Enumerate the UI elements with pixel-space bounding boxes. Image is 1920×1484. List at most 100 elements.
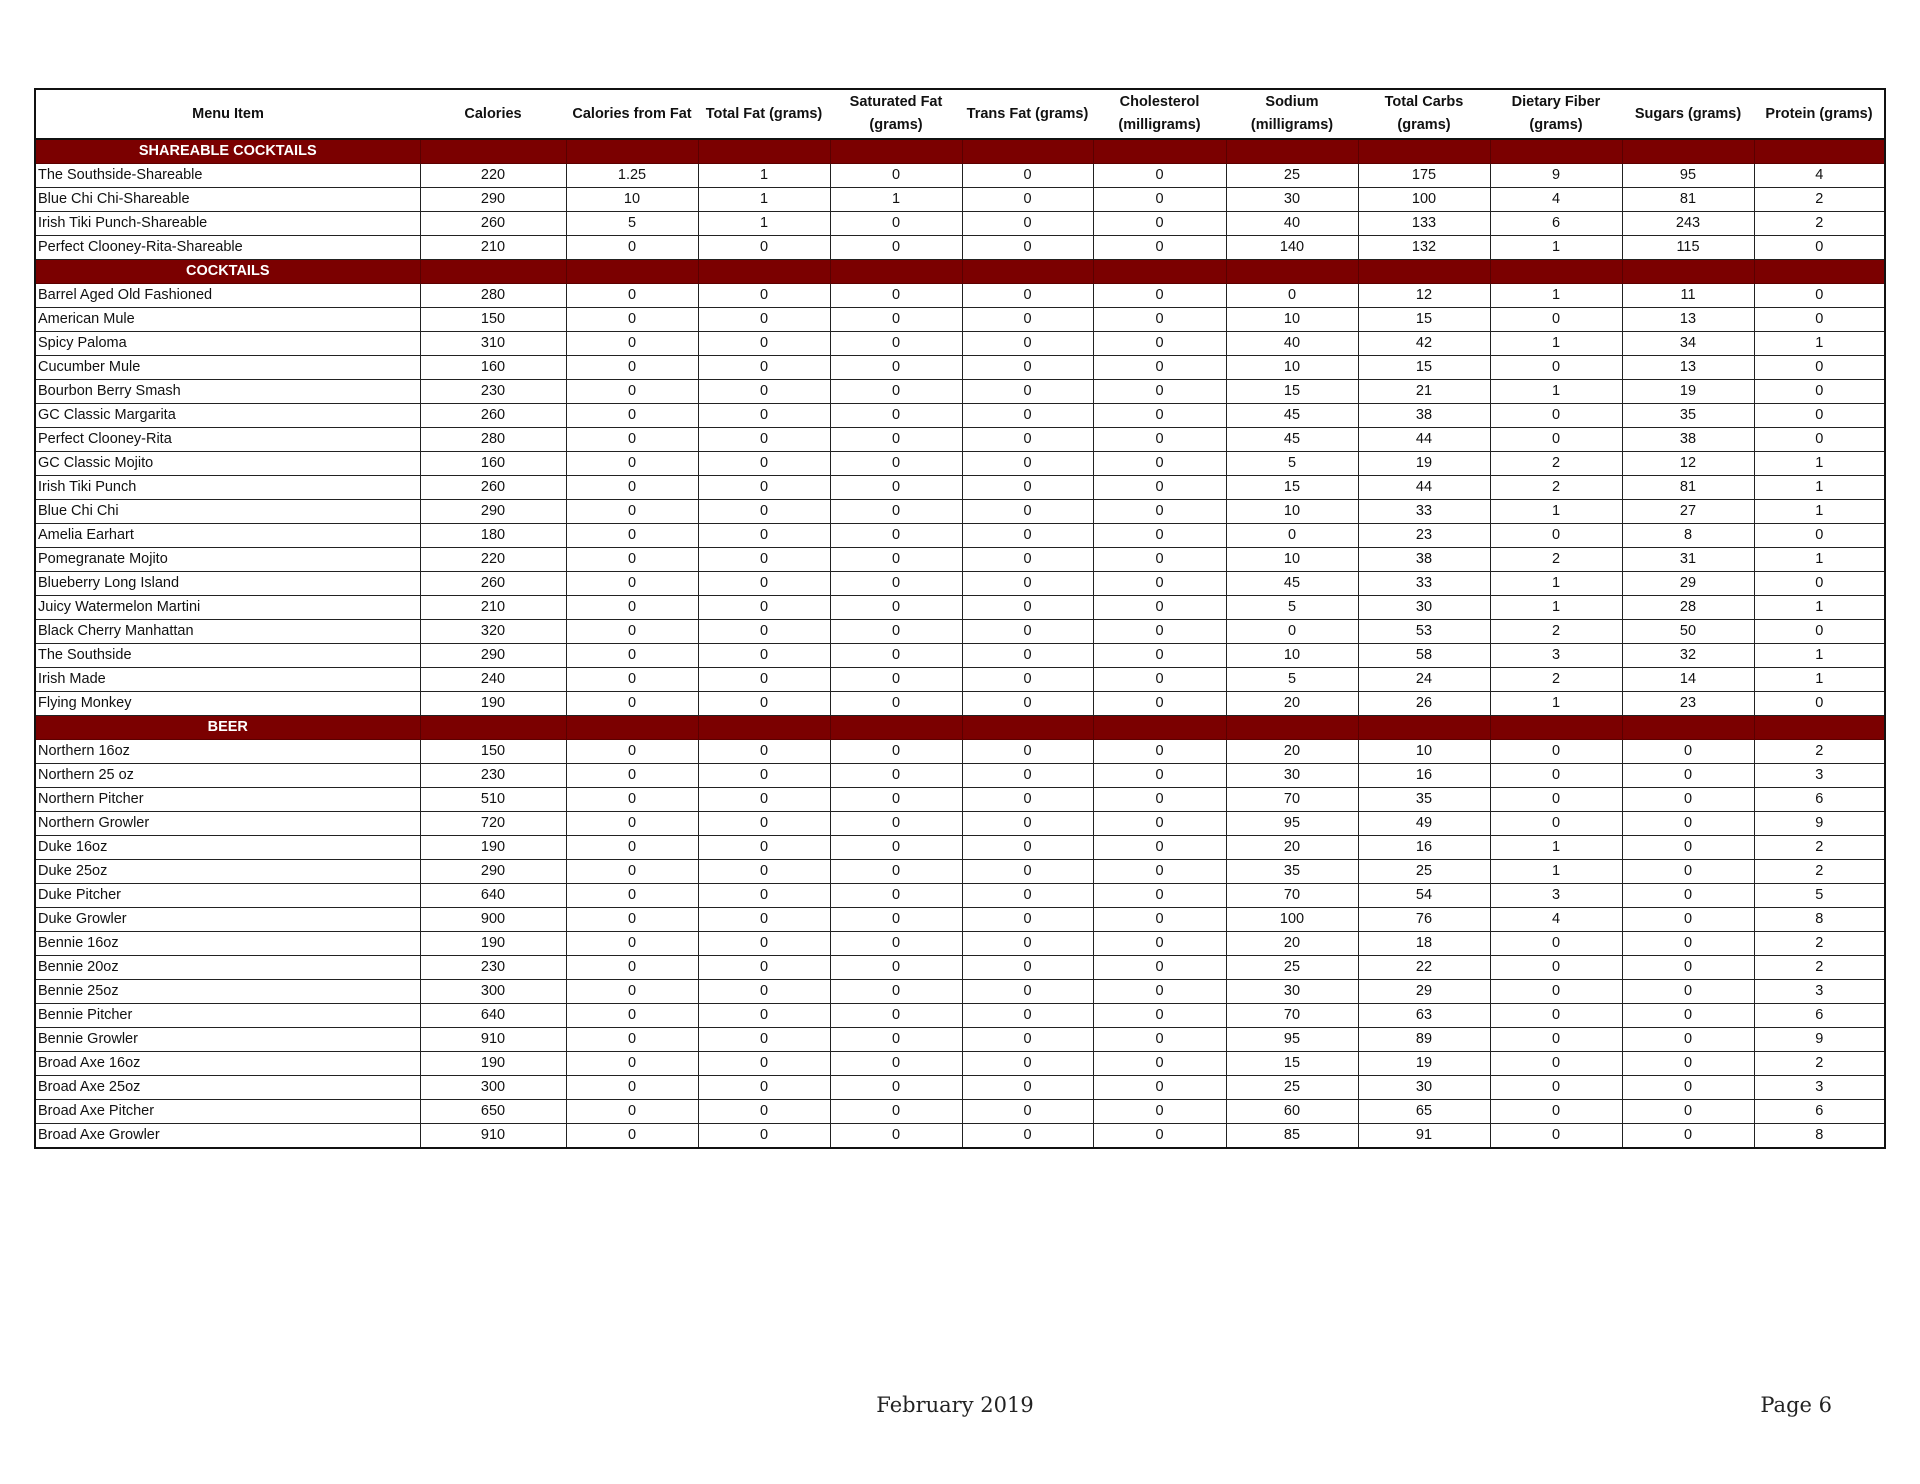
nutrition-value: 0 xyxy=(829,739,963,764)
nutrition-value: 0 xyxy=(829,787,963,812)
nutrition-value: 0 xyxy=(565,739,699,764)
nutrition-value: 0 xyxy=(565,427,699,452)
footer-page-number: Page 6 xyxy=(1760,1393,1832,1417)
nutrition-value: 0 xyxy=(1092,475,1227,500)
section-title: BEER xyxy=(34,715,421,740)
nutrition-value: 240 xyxy=(419,667,567,692)
section-cell xyxy=(1092,138,1227,164)
section-cell xyxy=(697,259,831,284)
nutrition-value: 4 xyxy=(1489,907,1623,932)
nutrition-value: 190 xyxy=(419,691,567,716)
menu-item-name: Irish Made xyxy=(34,667,421,692)
nutrition-value: 21 xyxy=(1357,379,1491,404)
nutrition-value: 95 xyxy=(1621,163,1755,188)
nutrition-value: 0 xyxy=(697,355,831,380)
table-row: Bennie 20oz 230 0 0 0 0 0 25 22 0 0 2 xyxy=(34,955,1886,980)
nutrition-value: 1 xyxy=(1753,667,1886,692)
nutrition-value: 300 xyxy=(419,1075,567,1100)
nutrition-value: 91 xyxy=(1357,1123,1491,1149)
nutrition-value: 0 xyxy=(961,1051,1094,1076)
table-row: Blue Chi Chi-Shareable 290 10 1 1 0 0 30 100 4 81 2 xyxy=(34,187,1886,212)
nutrition-value: 0 xyxy=(697,379,831,404)
nutrition-value: 0 xyxy=(1489,763,1623,788)
nutrition-value: 0 xyxy=(697,787,831,812)
section-title: COCKTAILS xyxy=(34,259,421,284)
nutrition-value: 0 xyxy=(565,499,699,524)
column-header: Dietary Fiber (grams) xyxy=(1490,88,1622,140)
table-row: Barrel Aged Old Fashioned 280 0 0 0 0 0 0 12 1 11 0 xyxy=(34,283,1886,308)
nutrition-value: 290 xyxy=(419,859,567,884)
nutrition-value: 60 xyxy=(1225,1099,1359,1124)
nutrition-value: 0 xyxy=(565,451,699,476)
nutrition-value: 19 xyxy=(1621,379,1755,404)
column-header: Cholesterol (milligrams) xyxy=(1093,88,1226,140)
nutrition-value: 1 xyxy=(1489,859,1623,884)
nutrition-value: 0 xyxy=(1621,1051,1755,1076)
nutrition-value: 0 xyxy=(1092,163,1227,188)
column-header: Protein (grams) xyxy=(1754,88,1885,140)
nutrition-value: 0 xyxy=(1489,811,1623,836)
nutrition-value: 6 xyxy=(1753,1099,1886,1124)
nutrition-value: 0 xyxy=(829,1075,963,1100)
section-cell xyxy=(697,715,831,740)
nutrition-value: 290 xyxy=(419,499,567,524)
nutrition-value: 910 xyxy=(419,1027,567,1052)
nutrition-value: 81 xyxy=(1621,187,1755,212)
section-cell xyxy=(419,138,567,164)
section-cell xyxy=(1092,715,1227,740)
column-header: Saturated Fat (grams) xyxy=(830,88,962,140)
nutrition-value: 15 xyxy=(1225,379,1359,404)
nutrition-value: 0 xyxy=(697,1075,831,1100)
nutrition-value: 0 xyxy=(1092,859,1227,884)
nutrition-value: 0 xyxy=(565,979,699,1004)
menu-item-name: Perfect Clooney-Rita xyxy=(34,427,421,452)
nutrition-value: 260 xyxy=(419,475,567,500)
nutrition-table: Menu Item Calories Calories from Fat Total … xyxy=(34,88,1886,1149)
nutrition-value: 290 xyxy=(419,187,567,212)
nutrition-value: 0 xyxy=(697,643,831,668)
nutrition-value: 0 xyxy=(961,163,1094,188)
section-header-row: SHAREABLE COCKTAILS xyxy=(34,138,1886,164)
nutrition-value: 0 xyxy=(697,571,831,596)
nutrition-value: 0 xyxy=(1489,523,1623,548)
nutrition-value: 29 xyxy=(1357,979,1491,1004)
nutrition-value: 0 xyxy=(961,379,1094,404)
nutrition-value: 0 xyxy=(829,643,963,668)
menu-item-name: Broad Axe Pitcher xyxy=(34,1099,421,1124)
menu-item-name: Broad Axe 16oz xyxy=(34,1051,421,1076)
nutrition-value: 1 xyxy=(1489,379,1623,404)
nutrition-value: 0 xyxy=(565,379,699,404)
nutrition-value: 0 xyxy=(1225,283,1359,308)
nutrition-value: 54 xyxy=(1357,883,1491,908)
nutrition-value: 0 xyxy=(961,835,1094,860)
nutrition-value: 0 xyxy=(1092,379,1227,404)
nutrition-value: 0 xyxy=(1753,307,1886,332)
nutrition-value: 81 xyxy=(1621,475,1755,500)
nutrition-value: 0 xyxy=(961,979,1094,1004)
menu-item-name: Blueberry Long Island xyxy=(34,571,421,596)
nutrition-value: 0 xyxy=(829,931,963,956)
nutrition-value: 0 xyxy=(1489,427,1623,452)
nutrition-value: 10 xyxy=(1225,355,1359,380)
nutrition-value: 2 xyxy=(1489,547,1623,572)
nutrition-value: 1 xyxy=(1753,451,1886,476)
nutrition-value: 13 xyxy=(1621,355,1755,380)
nutrition-value: 900 xyxy=(419,907,567,932)
table-row: Blueberry Long Island 260 0 0 0 0 0 45 33 1 29 0 xyxy=(34,571,1886,596)
nutrition-value: 0 xyxy=(961,427,1094,452)
nutrition-value: 0 xyxy=(1092,643,1227,668)
nutrition-value: 0 xyxy=(1753,523,1886,548)
nutrition-value: 38 xyxy=(1357,547,1491,572)
nutrition-value: 0 xyxy=(1753,355,1886,380)
nutrition-value: 30 xyxy=(1225,763,1359,788)
nutrition-value: 0 xyxy=(961,739,1094,764)
nutrition-value: 2 xyxy=(1753,931,1886,956)
nutrition-value: 0 xyxy=(1092,403,1227,428)
nutrition-value: 0 xyxy=(1092,667,1227,692)
menu-item-name: Northern Pitcher xyxy=(34,787,421,812)
table-row: Northern Growler 720 0 0 0 0 0 95 49 0 0 9 xyxy=(34,811,1886,836)
nutrition-value: 11 xyxy=(1621,283,1755,308)
nutrition-value: 12 xyxy=(1357,283,1491,308)
table-row: Blue Chi Chi 290 0 0 0 0 0 10 33 1 27 1 xyxy=(34,499,1886,524)
nutrition-value: 70 xyxy=(1225,787,1359,812)
